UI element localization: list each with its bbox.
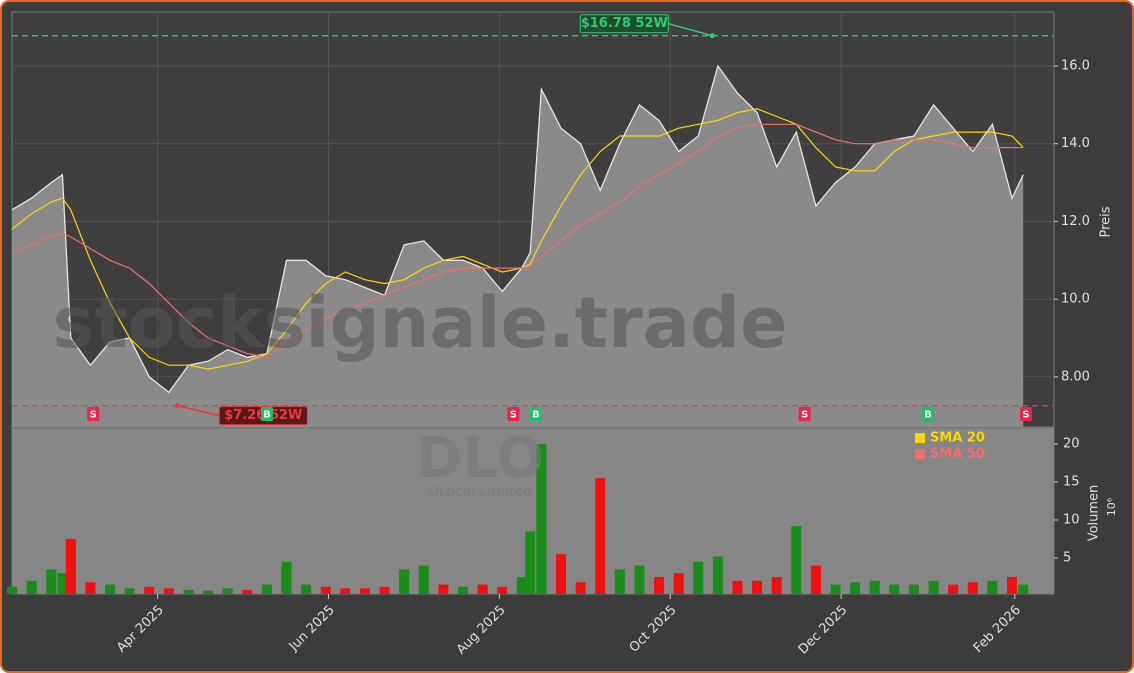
volume-bar [57, 573, 68, 594]
volume-bar [752, 580, 763, 594]
volume-bar [967, 582, 978, 594]
volume-axis-label: Volumen [1087, 485, 1102, 542]
volume-bar [379, 586, 390, 594]
volume-bar [261, 584, 272, 594]
volume-bar [850, 582, 861, 594]
volume-bar [457, 586, 468, 594]
legend-swatch [915, 449, 925, 459]
volume-bar [516, 576, 527, 594]
signal-box [529, 407, 542, 421]
volume-bar [340, 588, 351, 594]
y-tick-label: 8.00 [1061, 369, 1090, 384]
low-arrow [177, 404, 220, 417]
volume-bar [869, 580, 880, 594]
volume-bar [654, 576, 665, 594]
volume-bar [771, 576, 782, 594]
volume-bar [712, 556, 723, 594]
signal-box [260, 407, 273, 421]
volume-bar [1018, 584, 1029, 594]
volume-bar [732, 580, 743, 594]
volume-bar [222, 588, 233, 594]
volume-bar [791, 526, 802, 594]
y-tick-label: 20 [1063, 436, 1080, 451]
volume-bar [595, 478, 606, 594]
volume-bar [614, 569, 625, 594]
y-tick-label: 5 [1063, 550, 1071, 565]
signal-label: S [90, 410, 97, 421]
volume-bar [987, 580, 998, 594]
y-tick-label: 15 [1063, 474, 1080, 489]
volume-bar [105, 584, 116, 594]
volume-bar [124, 588, 135, 594]
low-point [174, 403, 180, 409]
signal-label: B [532, 410, 540, 421]
signal-label: B [263, 410, 271, 421]
volume-bar [575, 582, 586, 594]
volume-bar [203, 590, 214, 594]
volume-bar [673, 573, 684, 594]
volume-bar [26, 580, 37, 594]
volume-bar [536, 443, 547, 594]
y-tick-label: 16.0 [1061, 59, 1090, 74]
ticker-watermark: DLO [416, 426, 544, 491]
signal-box [798, 407, 811, 421]
volume-bar [281, 561, 292, 594]
high-label: $16.78 52W [581, 16, 668, 31]
volume-bar [85, 582, 96, 594]
price-axis-label: Preis [1099, 206, 1114, 237]
volume-bar [65, 538, 76, 594]
volume-bar [301, 584, 312, 594]
signal-box [921, 407, 934, 421]
volume-bar [525, 531, 536, 594]
volume-bar [948, 584, 959, 594]
company-watermark: DLocal Limited [428, 484, 532, 500]
volume-bar [144, 586, 155, 594]
y-tick-label: 14.0 [1061, 136, 1090, 151]
volume-bar [889, 584, 900, 594]
volume-bar [163, 588, 174, 594]
sma-line [11, 123, 1024, 359]
volume-bar [399, 569, 410, 594]
volume-bar [693, 561, 704, 594]
volume-bar [928, 580, 939, 594]
volume-bar [242, 589, 253, 594]
volume-bar [634, 565, 645, 594]
signal-label: S [510, 410, 517, 421]
signal-box [1019, 407, 1032, 421]
y-tick-label: 10.0 [1061, 292, 1090, 307]
watermark: stocksignale.trade [53, 282, 788, 364]
volume-bar [1006, 576, 1017, 594]
high-arrow [668, 22, 713, 37]
price-area [12, 66, 1024, 427]
signal-label: S [801, 410, 808, 421]
volume-bar [830, 584, 841, 594]
volume-unit: 10⁶ [1105, 497, 1118, 516]
volume-bar [497, 586, 508, 594]
legend-swatch [915, 433, 925, 443]
volume-bar [46, 569, 57, 594]
volume-bar [438, 584, 449, 594]
legend-label: SMA 50 [930, 447, 985, 462]
high-point [709, 33, 715, 39]
volume-bar [810, 565, 821, 594]
signal-label: B [924, 410, 932, 421]
volume-bar [359, 588, 370, 594]
volume-bar [418, 565, 429, 594]
volume-bar [908, 584, 919, 594]
signal-label: S [1022, 410, 1029, 421]
signal-box [87, 407, 100, 421]
volume-bar [7, 586, 17, 594]
legend-label: SMA 20 [930, 431, 985, 446]
volume-bar [320, 586, 331, 594]
signal-box [507, 407, 520, 421]
volume-bar [477, 584, 488, 594]
high-label-box [579, 14, 669, 34]
y-tick-label: 10 [1063, 512, 1080, 527]
volume-bar [183, 589, 194, 594]
y-tick-label: 12.0 [1061, 214, 1090, 229]
volume-bar [556, 554, 567, 594]
